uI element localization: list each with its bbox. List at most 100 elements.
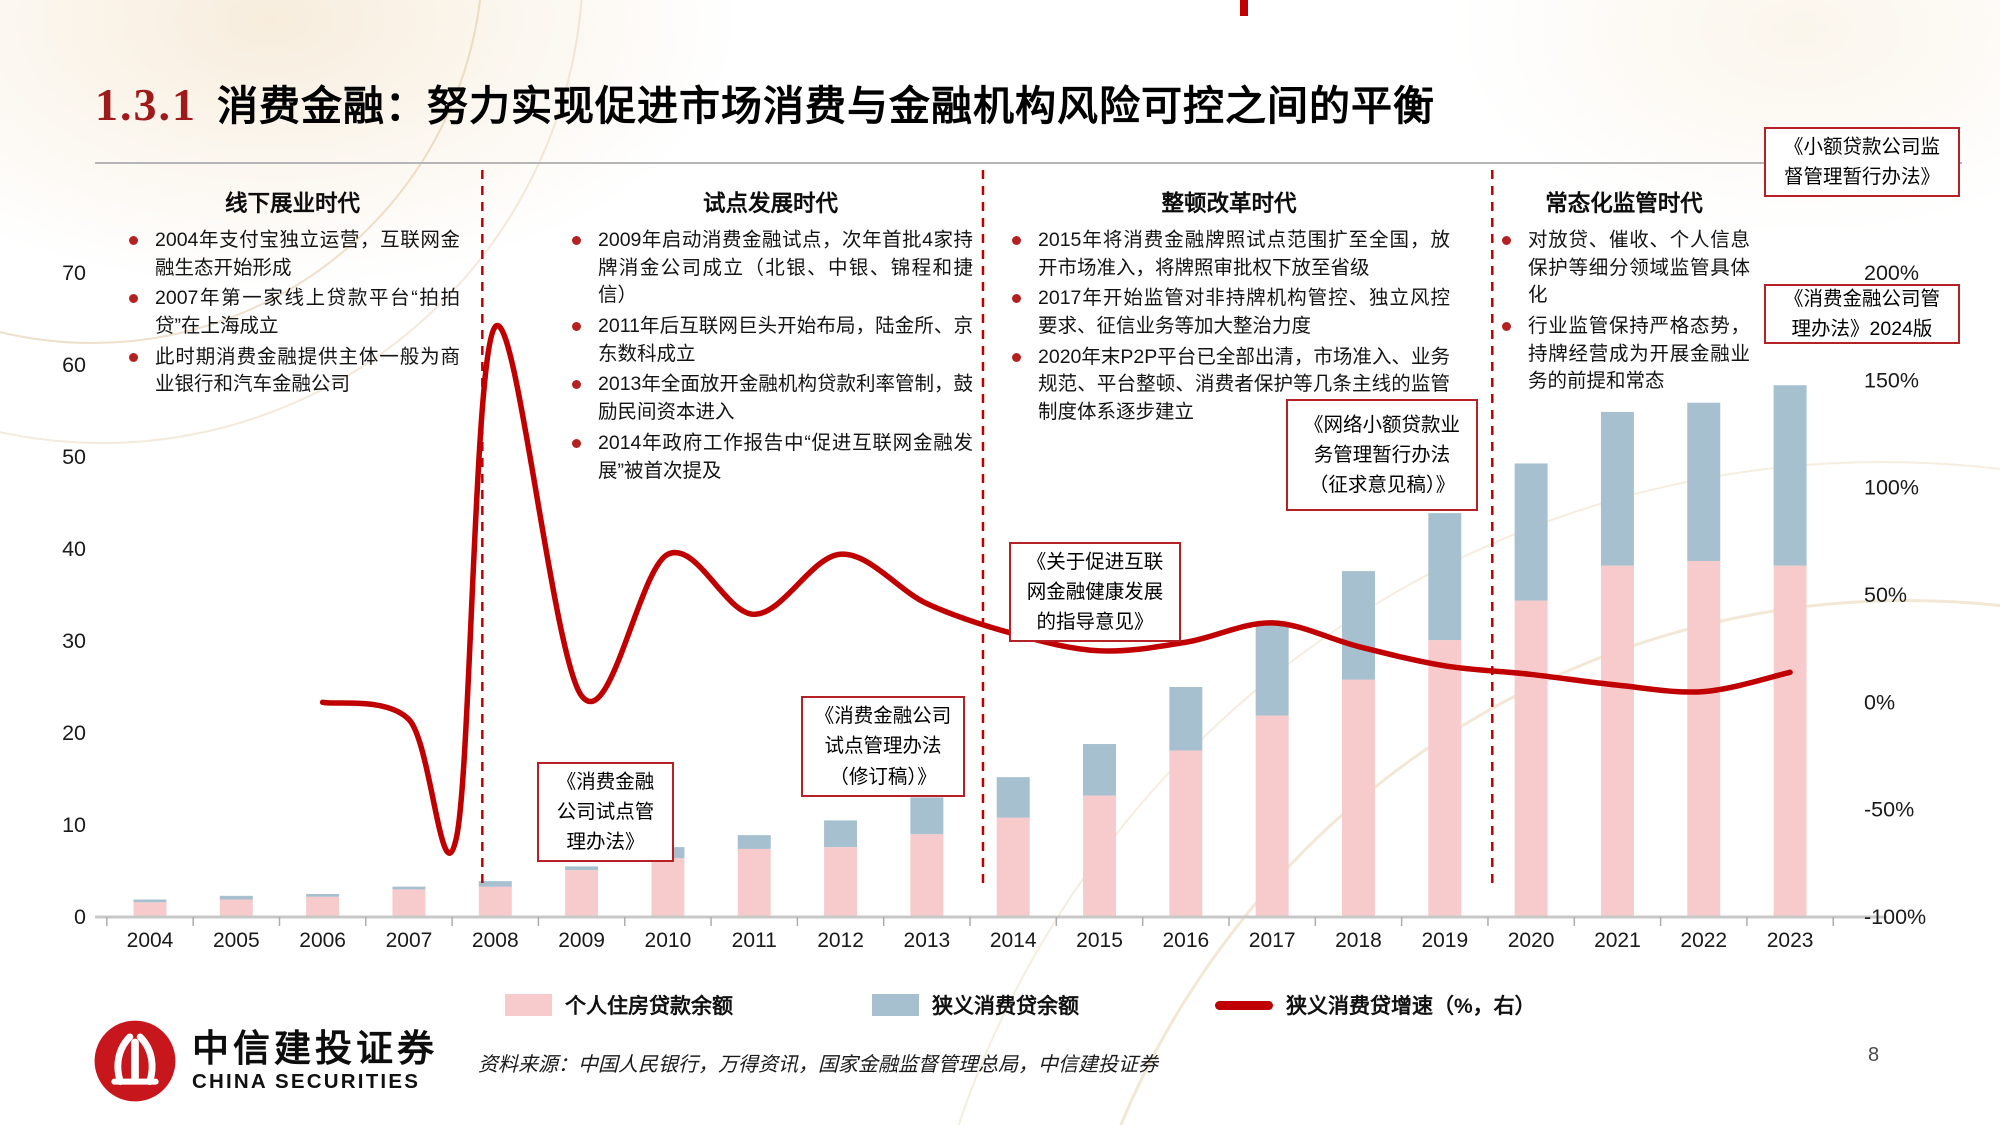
bar-consumer [1600, 411, 1634, 566]
bar-consumer [996, 777, 1030, 818]
bar-housing [824, 847, 858, 917]
era-bullet-text: 2007年第一家线上贷款平台“拍拍贷”在上海成立 [155, 287, 460, 338]
era-bullet: 2014年政府工作报告中“促进互联网金融发展”被首次提及 [568, 430, 973, 485]
bar-housing [392, 889, 426, 917]
bar-housing [1341, 679, 1375, 917]
bullet-icon [572, 380, 581, 390]
bullet-icon [1012, 352, 1021, 362]
bar-consumer [1773, 385, 1807, 566]
bar-consumer [1341, 571, 1375, 680]
left-axis-tick-label: 0 [74, 905, 86, 929]
company-logo: 中信建投证券 CHINA SECURITIES [92, 1018, 438, 1104]
left-axis-tick-label: 30 [62, 629, 86, 653]
legend-label: 个人住房贷款余额 [565, 995, 733, 1018]
bar-housing [1083, 795, 1117, 917]
bar-consumer [1169, 687, 1203, 751]
x-axis-year-label: 2011 [732, 929, 777, 952]
bullet-icon [1502, 322, 1511, 332]
bar-consumer [824, 820, 858, 848]
left-axis-tick-label: 10 [62, 813, 86, 837]
x-axis-year-label: 2006 [299, 929, 346, 952]
legend-swatch-housing [505, 994, 552, 1016]
era-title: 试点发展时代 [702, 191, 838, 216]
legend-swatch-consumer [872, 994, 919, 1016]
bullet-icon [572, 322, 581, 332]
top-red-tick-decoration [1240, 0, 1248, 16]
legend-label: 狭义消费贷余额 [932, 995, 1079, 1018]
era-block-reform: 整顿改革时代 2015年将消费金融牌照试点范围扩至全国，放开市场准入，将牌照审批… [1008, 186, 1450, 430]
china-securities-emblem-icon [94, 1020, 176, 1102]
bar-housing [651, 858, 685, 917]
x-axis-year-label: 2016 [1162, 929, 1209, 952]
bullet-icon [129, 352, 138, 362]
era-bullet-text: 2014年政府工作报告中“促进互联网金融发展”被首次提及 [598, 431, 973, 482]
right-axis-tick-label: 0% [1864, 690, 1895, 714]
era-bullet: 2013年全面放开金融机构贷款利率管制，鼓励民间资本进入 [568, 371, 973, 426]
bar-housing [133, 902, 167, 917]
era-bullet: 2015年将消费金融牌照试点范围扩至全国，放开市场准入，将牌照审批权下放至省级 [1008, 227, 1450, 282]
right-axis-tick-label: -50% [1864, 798, 1914, 822]
era-title: 常态化监管时代 [1545, 191, 1703, 216]
right-axis-tick-label: 100% [1864, 476, 1919, 500]
x-axis-year-label: 2010 [645, 929, 692, 952]
x-axis-year-label: 2012 [817, 929, 864, 952]
era-bullet-text: 行业监管保持严格态势，持牌经营成为开展金融业务的前提和常态 [1528, 315, 1750, 393]
era-bullet-text: 2017年开始监管对非持牌机构管控、独立风控要求、征信业务等加大整治力度 [1038, 287, 1450, 338]
title-text: 消费金融：努力实现促进市场消费与金融机构风险可控之间的平衡 [217, 83, 1435, 129]
bar-housing [1428, 640, 1462, 917]
era-bullet: 2011年后互联网巨头开始布局，陆金所、京东数科成立 [568, 313, 973, 368]
section-number: 1.3.1 [95, 79, 197, 130]
bar-housing [565, 870, 599, 917]
bar-housing [1687, 560, 1721, 917]
era-block-pilot: 试点发展时代 2009年启动消费金融试点，次年首批4家持牌消金公司成立（北银、中… [568, 186, 973, 488]
x-axis-year-label: 2013 [904, 929, 951, 952]
bar-consumer [219, 895, 253, 900]
bar-consumer [1255, 625, 1289, 716]
bullet-icon [129, 294, 138, 304]
x-axis-year-label: 2005 [213, 929, 260, 952]
data-source-note: 资料来源：中国人民银行，万得资讯，国家金融监督管理总局，中信建投证券 [478, 1054, 1158, 1076]
left-axis-tick-label: 60 [62, 353, 86, 377]
bar-consumer [1083, 744, 1117, 796]
x-axis-year-label: 2020 [1508, 929, 1555, 952]
right-axis-tick-label: 150% [1864, 368, 1919, 392]
right-axis-tick-label: 50% [1864, 583, 1907, 607]
right-axis-tick-label: -100% [1864, 905, 1926, 929]
era-bullet-text: 2004年支付宝独立运营，互联网金融生态开始形成 [155, 229, 460, 279]
left-axis-tick-label: 50 [62, 445, 86, 469]
regulation-box-pilot-measures: 《消费金融公司试点管理办法》 [537, 762, 674, 862]
era-bullet: 2004年支付宝独立运营，互联网金融生态开始形成 [125, 227, 460, 282]
era-bullet-text: 2015年将消费金融牌照试点范围扩至全国，放开市场准入，将牌照审批权下放至省级 [1038, 229, 1450, 279]
regulation-box-pilot-measures-revised: 《消费金融公司试点管理办法（修订稿）》 [801, 696, 965, 797]
logo-chinese-name: 中信建投证券 [192, 1028, 438, 1070]
x-axis-year-label: 2021 [1594, 929, 1641, 952]
bar-housing [1600, 565, 1634, 917]
growth-rate-line [319, 323, 1793, 856]
bar-consumer [1687, 402, 1721, 561]
era-bullet-text: 2009年启动消费金融试点，次年首批4家持牌消金公司成立（北银、中银、锦程和捷信… [598, 229, 973, 307]
bar-housing [1169, 750, 1203, 917]
bar-housing [478, 886, 512, 917]
bar-consumer [737, 835, 771, 849]
bar-consumer [306, 894, 340, 897]
bullet-icon [1012, 236, 1021, 245]
era-title: 线下展业时代 [224, 191, 360, 216]
bar-housing [219, 899, 253, 917]
x-axis-year-label: 2015 [1076, 929, 1123, 952]
bar-consumer [392, 886, 426, 890]
x-axis-year-label: 2009 [558, 929, 605, 952]
era-block-offline: 线下展业时代 2004年支付宝独立运营，互联网金融生态开始形成 2007年第一家… [125, 186, 460, 402]
bar-housing [737, 848, 771, 917]
logo-english-name: CHINA SECURITIES [192, 1070, 421, 1093]
bar-consumer [565, 866, 599, 871]
x-axis-year-label: 2008 [472, 929, 519, 952]
regulation-box-microloan-supervision: 《小额贷款公司监督管理暂行办法》 [1764, 127, 1960, 197]
page-number: 8 [1868, 1044, 1880, 1066]
regulation-box-online-microloan-interim: 《网络小额贷款业务管理暂行办法（征求意见稿）》 [1286, 399, 1478, 511]
era-bullet-text: 对放贷、催收、个人信息保护等细分领域监管具体化 [1528, 229, 1750, 307]
bar-housing [910, 834, 944, 917]
bar-consumer [1514, 463, 1548, 601]
left-axis-tick-label: 40 [62, 537, 86, 561]
